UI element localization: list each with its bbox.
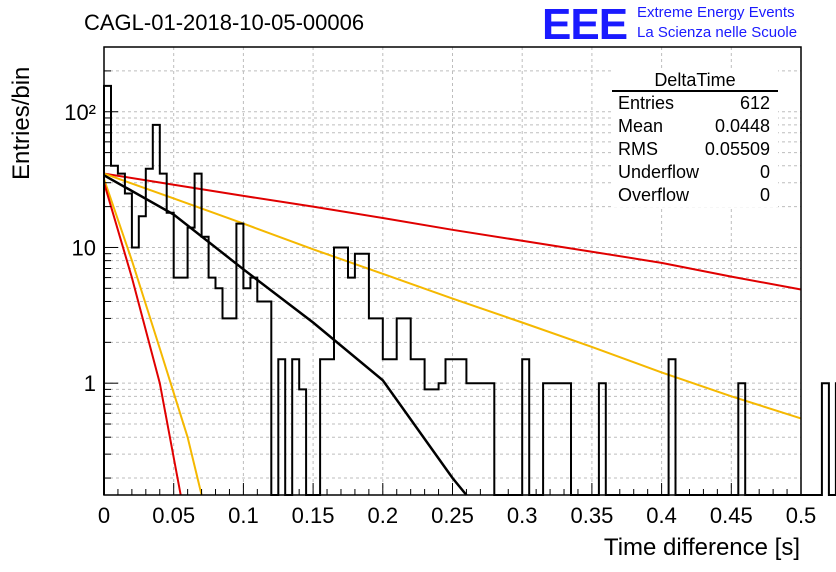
stats-label: RMS bbox=[618, 139, 658, 159]
y-axis-label: Entries/bin bbox=[8, 66, 35, 180]
stats-row-underflow: Underflow 0 bbox=[612, 161, 778, 184]
curve-orange bbox=[103, 178, 203, 496]
stats-title: DeltaTime bbox=[612, 70, 778, 92]
axis-ticks: 0 0.05 0.1 0.15 0.2 0.25 0.3 0.35 0.4 0.45 0.5 1 10 1… bbox=[64, 46, 817, 528]
stats-value: 0.0448 bbox=[714, 116, 770, 136]
grid-lines bbox=[103, 46, 802, 495]
logo-tagline-1: Extreme Energy Events bbox=[637, 4, 795, 21]
x-tick-label: 0.2 bbox=[368, 503, 399, 528]
eee-logo: EEE bbox=[542, 0, 628, 49]
logo-tagline-2: La Scienza nelle Scuole bbox=[637, 24, 798, 41]
stats-row-overflow: Overflow 0 bbox=[612, 184, 778, 207]
stats-label: Entries bbox=[618, 93, 675, 113]
x-tick-label: 0 bbox=[98, 503, 110, 528]
stats-row-mean: Mean 0.0448 bbox=[612, 115, 778, 138]
stats-value: 0 bbox=[759, 185, 770, 205]
stats-label: Mean bbox=[618, 116, 664, 136]
x-tick-label: 0.15 bbox=[292, 503, 335, 528]
curve-orange bbox=[103, 172, 802, 420]
stats-row-entries: Entries 612 bbox=[612, 92, 778, 115]
stats-box: DeltaTime Entries 612 Mean 0.0448 RMS 0.… bbox=[612, 70, 778, 207]
curve-red bbox=[103, 182, 182, 496]
run-title: CAGL-01-2018-10-05-00006 bbox=[84, 10, 365, 35]
curve-red bbox=[103, 172, 802, 291]
y-tick-label: 10² bbox=[64, 100, 96, 125]
stats-value: 0.05509 bbox=[704, 139, 770, 159]
x-tick-label: 0.35 bbox=[570, 503, 613, 528]
x-tick-label: 0.1 bbox=[228, 503, 259, 528]
x-axis-label: Time difference [s] bbox=[603, 534, 800, 561]
x-tick-label: 0.25 bbox=[431, 503, 474, 528]
stats-value: 0 bbox=[759, 162, 770, 182]
stats-value: 612 bbox=[739, 93, 770, 113]
stats-label: Underflow bbox=[618, 162, 700, 182]
y-tick-label: 10 bbox=[72, 235, 96, 260]
stats-label: Overflow bbox=[618, 185, 690, 205]
x-tick-label: 0.05 bbox=[152, 503, 195, 528]
x-tick-label: 0.3 bbox=[507, 503, 538, 528]
x-tick-label: 0.5 bbox=[786, 503, 817, 528]
y-tick-label: 1 bbox=[84, 371, 96, 396]
x-tick-label: 0.45 bbox=[710, 503, 753, 528]
x-tick-label: 0.4 bbox=[646, 503, 677, 528]
stats-row-rms: RMS 0.05509 bbox=[612, 138, 778, 161]
